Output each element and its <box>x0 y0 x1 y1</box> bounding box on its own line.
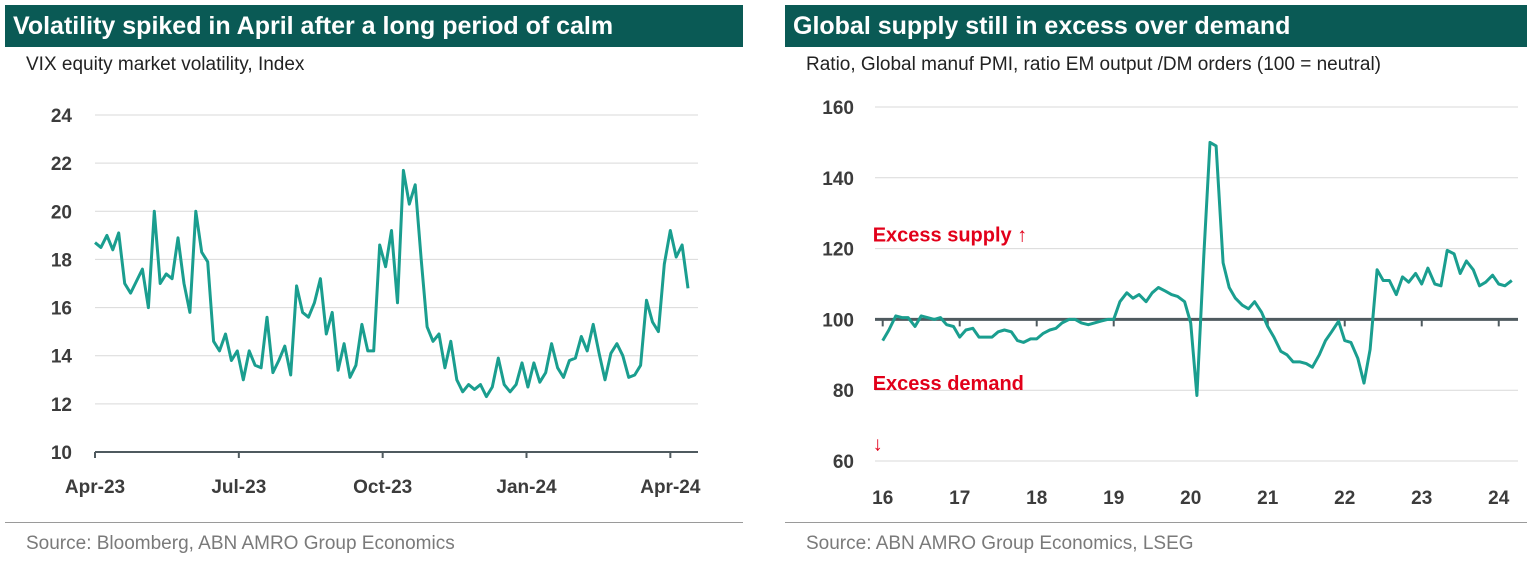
x-tick-label: 21 <box>1257 488 1279 509</box>
chart-title: Volatility spiked in April after a long … <box>5 5 743 47</box>
x-tick-label: 17 <box>949 488 970 509</box>
annotation-label: ↓ <box>873 433 883 455</box>
supply-ratio-series-line <box>881 140 1513 397</box>
chart-subtitle: VIX equity market volatility, Index <box>26 54 305 75</box>
supply-chart-panel: Global supply still in excess over deman… <box>780 0 1530 569</box>
y-tick-label: 20 <box>51 202 72 223</box>
x-tick-label: 24 <box>1488 488 1510 509</box>
x-tick-label: 16 <box>872 488 893 509</box>
y-tick-label: 60 <box>833 452 854 473</box>
y-tick-label: 22 <box>51 154 72 175</box>
y-tick-label: 14 <box>51 347 73 368</box>
x-tick-label: 22 <box>1334 488 1355 509</box>
supply-demand-line-chart: 60 80 100 120 140 160 16 17 18 19 20 21 22 23 24 Excess… <box>822 98 1518 509</box>
x-tick-label: 18 <box>1026 488 1047 509</box>
y-tick-label: 18 <box>51 250 72 271</box>
y-tick-label: 80 <box>833 381 854 402</box>
source-divider <box>5 522 743 523</box>
chart-subtitle: Ratio, Global manuf PMI, ratio EM output… <box>806 54 1382 75</box>
vix-chart-panel: Volatility spiked in April after a long … <box>0 0 745 569</box>
y-tick-label: 12 <box>51 395 72 416</box>
x-tick-label: Apr-24 <box>640 477 701 498</box>
chart-title: Global supply still in excess over deman… <box>785 5 1527 47</box>
vix-series-line <box>94 168 690 399</box>
vix-line-chart: 10 12 14 16 18 20 22 24 Apr-23 Jul-23 Oct-23 Jan-24… <box>51 106 701 498</box>
y-tick-label: 160 <box>822 98 854 119</box>
y-tick-label: 120 <box>822 240 854 261</box>
y-tick-label: 10 <box>51 443 72 464</box>
y-tick-label: 140 <box>822 169 854 190</box>
x-tick-label: Jul-23 <box>211 477 266 498</box>
x-tick-label: Apr-23 <box>65 477 125 498</box>
y-tick-label: 100 <box>822 310 854 331</box>
x-tick-label: 20 <box>1180 488 1201 509</box>
x-tick-label: Jan-24 <box>496 477 557 498</box>
x-tick-label: 23 <box>1411 488 1432 509</box>
annotation-label: Excess supply ↑ <box>873 224 1028 246</box>
x-tick-label: Oct-23 <box>353 477 412 498</box>
chart-source: Source: ABN AMRO Group Economics, LSEG <box>806 533 1194 554</box>
x-tick-label: 19 <box>1103 488 1124 509</box>
annotation-label: Excess demand <box>873 373 1024 395</box>
source-divider <box>785 522 1527 523</box>
y-tick-label: 24 <box>51 106 73 127</box>
y-tick-label: 16 <box>51 299 72 320</box>
chart-source: Source: Bloomberg, ABN AMRO Group Econom… <box>26 533 455 554</box>
